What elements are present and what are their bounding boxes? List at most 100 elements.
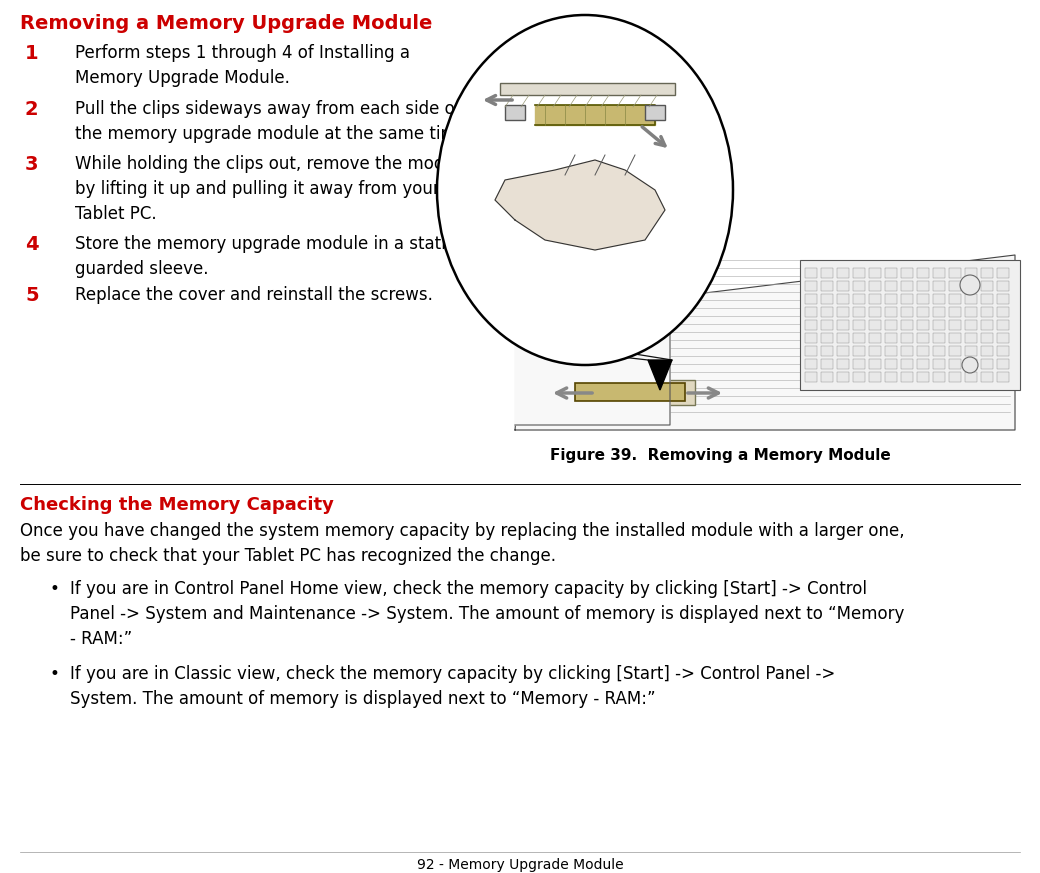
Ellipse shape xyxy=(437,15,733,365)
Bar xyxy=(821,281,833,291)
Bar xyxy=(885,372,896,382)
Bar xyxy=(950,346,961,356)
Bar xyxy=(965,372,977,382)
Bar xyxy=(869,320,881,330)
Bar xyxy=(853,372,865,382)
Bar xyxy=(869,268,881,278)
Bar xyxy=(821,346,833,356)
Bar xyxy=(821,359,833,369)
Bar xyxy=(885,346,896,356)
Bar xyxy=(917,294,929,304)
Bar xyxy=(869,281,881,291)
Bar xyxy=(917,346,929,356)
Bar xyxy=(950,333,961,343)
Bar xyxy=(821,372,833,382)
Bar xyxy=(821,333,833,343)
Bar xyxy=(853,281,865,291)
Bar xyxy=(997,268,1009,278)
Bar xyxy=(853,294,865,304)
Bar xyxy=(950,320,961,330)
Bar xyxy=(885,307,896,317)
Text: While holding the clips out, remove the module
by lifting it up and pulling it a: While holding the clips out, remove the … xyxy=(75,155,470,223)
Bar xyxy=(837,281,849,291)
Bar xyxy=(950,372,961,382)
Bar xyxy=(837,333,849,343)
Text: Store the memory upgrade module in a static
guarded sleeve.: Store the memory upgrade module in a sta… xyxy=(75,235,454,278)
Text: Pull the clips sideways away from each side of
the memory upgrade module at the : Pull the clips sideways away from each s… xyxy=(75,100,472,143)
Bar xyxy=(965,346,977,356)
Bar xyxy=(837,372,849,382)
Bar xyxy=(997,294,1009,304)
Bar xyxy=(901,359,913,369)
Bar xyxy=(950,281,961,291)
Polygon shape xyxy=(495,160,665,250)
Bar xyxy=(950,268,961,278)
Bar xyxy=(869,346,881,356)
Bar xyxy=(885,268,896,278)
Bar xyxy=(805,320,817,330)
Bar xyxy=(805,307,817,317)
Bar xyxy=(933,268,945,278)
Bar xyxy=(885,359,896,369)
Bar xyxy=(837,268,849,278)
Bar xyxy=(869,359,881,369)
Bar xyxy=(950,294,961,304)
Text: •: • xyxy=(50,580,60,598)
Bar xyxy=(997,281,1009,291)
Bar xyxy=(901,268,913,278)
Bar xyxy=(505,105,525,120)
Bar xyxy=(965,281,977,291)
Bar xyxy=(645,105,665,120)
Bar xyxy=(997,372,1009,382)
Bar xyxy=(821,307,833,317)
Bar xyxy=(869,294,881,304)
Bar xyxy=(917,268,929,278)
Bar xyxy=(901,307,913,317)
Text: 1: 1 xyxy=(25,44,38,63)
Bar xyxy=(981,359,993,369)
Bar xyxy=(933,281,945,291)
Bar xyxy=(933,294,945,304)
Bar xyxy=(853,307,865,317)
Bar xyxy=(805,268,817,278)
Bar xyxy=(997,320,1009,330)
Polygon shape xyxy=(515,255,1015,430)
Bar xyxy=(901,372,913,382)
Bar xyxy=(917,307,929,317)
Bar xyxy=(853,346,865,356)
Text: 5: 5 xyxy=(25,286,38,305)
Bar xyxy=(965,294,977,304)
Bar xyxy=(869,372,881,382)
Bar xyxy=(575,383,685,401)
Bar xyxy=(933,333,945,343)
Bar xyxy=(837,307,849,317)
Polygon shape xyxy=(535,105,655,125)
Bar xyxy=(981,333,993,343)
Bar xyxy=(821,268,833,278)
Bar xyxy=(805,346,817,356)
Text: If you are in Classic view, check the memory capacity by clicking [Start] -> Con: If you are in Classic view, check the me… xyxy=(70,665,835,708)
Bar xyxy=(901,294,913,304)
Bar xyxy=(869,333,881,343)
Bar xyxy=(805,294,817,304)
Bar xyxy=(965,333,977,343)
Bar xyxy=(981,294,993,304)
Text: If you are in Control Panel Home view, check the memory capacity by clicking [St: If you are in Control Panel Home view, c… xyxy=(70,580,905,648)
Bar xyxy=(901,333,913,343)
Bar xyxy=(853,320,865,330)
Bar xyxy=(805,281,817,291)
Bar xyxy=(965,307,977,317)
Bar xyxy=(965,268,977,278)
Polygon shape xyxy=(515,255,670,425)
Bar xyxy=(869,307,881,317)
Bar xyxy=(981,372,993,382)
Bar xyxy=(885,294,896,304)
Bar xyxy=(821,320,833,330)
Bar xyxy=(950,359,961,369)
Bar xyxy=(981,320,993,330)
Text: 4: 4 xyxy=(25,235,38,254)
Bar xyxy=(981,281,993,291)
Circle shape xyxy=(962,357,978,373)
Bar xyxy=(853,333,865,343)
Polygon shape xyxy=(648,360,672,390)
